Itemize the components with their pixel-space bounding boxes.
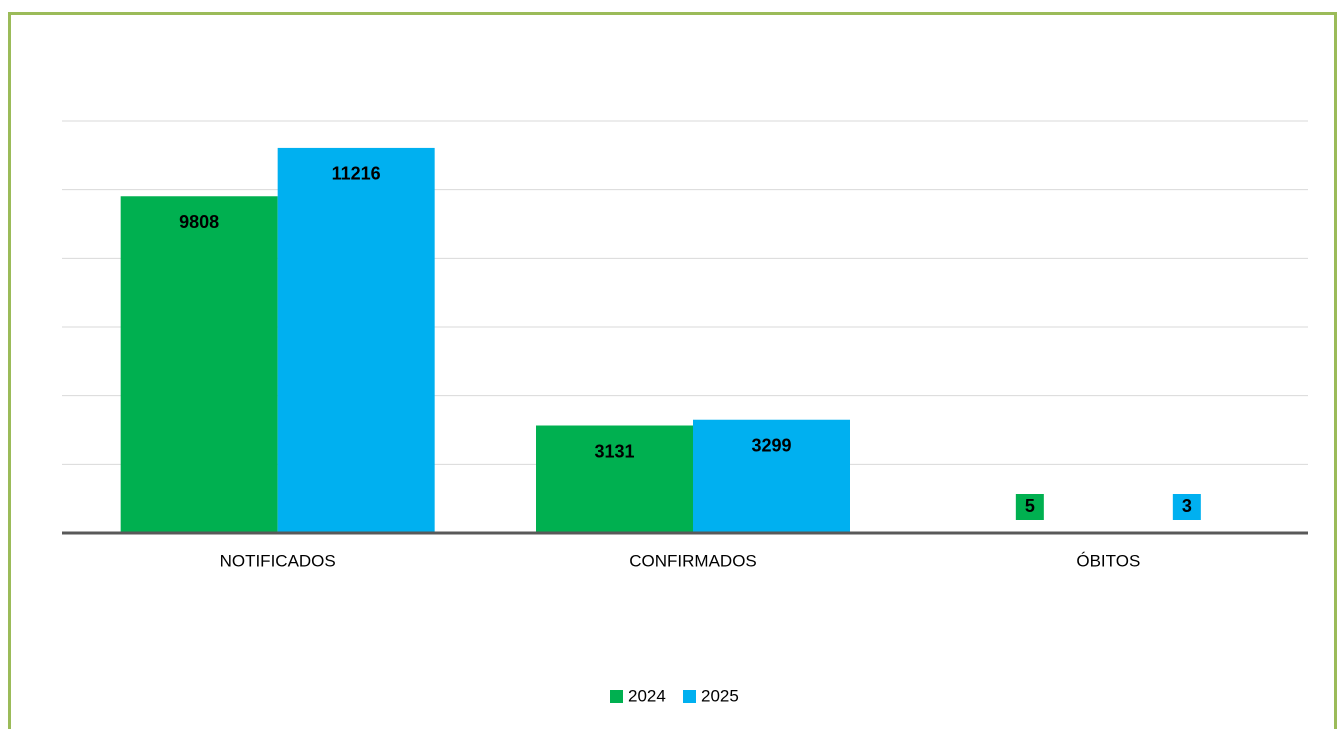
data-label-box [1015, 494, 1044, 520]
x-tick-label: ÓBITOS [1076, 551, 1140, 570]
data-label: 3131 [594, 441, 634, 461]
legend-swatch [610, 690, 623, 703]
data-label: 11216 [332, 164, 381, 184]
data-label: 5 [1025, 496, 1035, 516]
legend-label: 2025 [701, 686, 739, 705]
legend-label: 2024 [628, 686, 666, 705]
bar [693, 419, 850, 533]
data-label: 3 [1182, 496, 1192, 516]
legend-swatch [683, 690, 696, 703]
x-tick-label: CONFIRMADOS [629, 551, 757, 570]
data-label: 3299 [751, 435, 791, 455]
bar [536, 425, 693, 533]
bar [120, 196, 278, 533]
data-label: 9808 [179, 212, 219, 232]
bar [277, 147, 435, 533]
x-tick-label: NOTIFICADOS [220, 551, 336, 570]
data-label-box [1172, 494, 1201, 520]
